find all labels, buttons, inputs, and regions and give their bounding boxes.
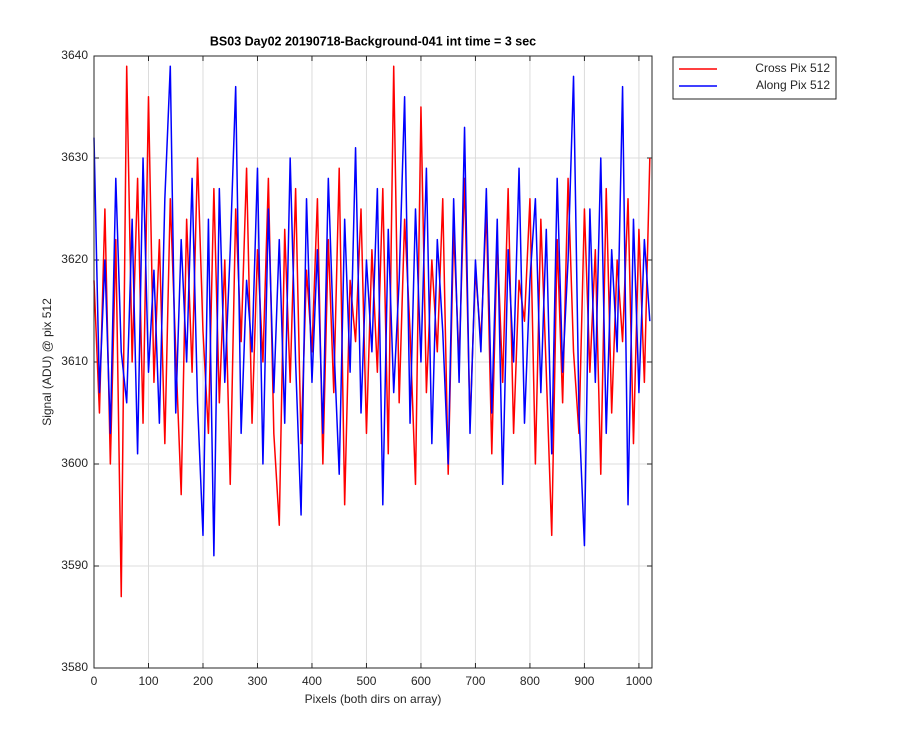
y-tick-label: 3630: [61, 150, 88, 164]
x-tick-label: 700: [465, 674, 485, 688]
y-tick-label: 3590: [61, 558, 88, 572]
y-tick-label: 3580: [61, 660, 88, 674]
y-tick-label: 3640: [61, 48, 88, 62]
y-tick-label: 3600: [61, 456, 88, 470]
y-tick-label: 3610: [61, 354, 88, 368]
plot-frame: [93, 55, 653, 669]
data-line: [93, 65, 651, 557]
x-tick-label: 100: [138, 674, 158, 688]
x-tick-label: 800: [520, 674, 540, 688]
x-tick-label: 400: [302, 674, 322, 688]
x-tick-label: 500: [356, 674, 376, 688]
y-tick-label: 3620: [61, 252, 88, 266]
chart-title: BS03 Day02 20190718-Background-041 int t…: [210, 34, 536, 48]
x-tick-label: 1000: [626, 674, 653, 688]
x-tick-label: 200: [193, 674, 213, 688]
data-line: [93, 65, 651, 598]
legend-label: Along Pix 512: [756, 78, 830, 92]
x-tick-label: 300: [247, 674, 267, 688]
legend-box: [672, 56, 837, 100]
x-axis-label: Pixels (both dirs on array): [305, 692, 442, 706]
y-axis-label: Signal (ADU) @ pix 512: [40, 298, 54, 426]
legend-label: Cross Pix 512: [755, 61, 830, 75]
x-tick-label: 600: [411, 674, 431, 688]
x-tick-label: 0: [91, 674, 98, 688]
x-tick-label: 900: [574, 674, 594, 688]
